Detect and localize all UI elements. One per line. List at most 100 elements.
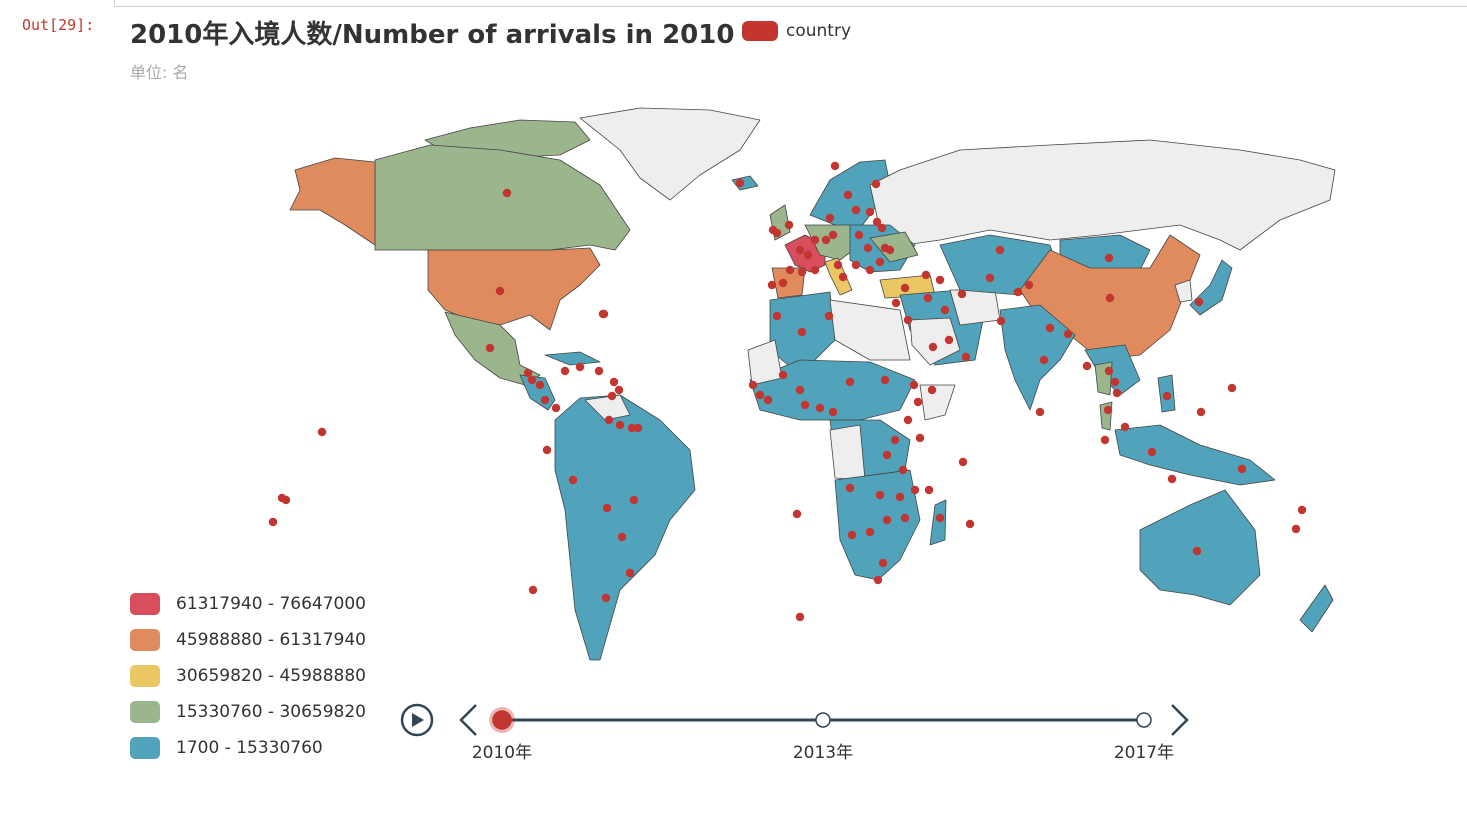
map-point[interactable]: [921, 270, 931, 280]
region-central-africa-none[interactable]: [829, 424, 866, 481]
map-point[interactable]: [1045, 323, 1055, 333]
timeline-label[interactable]: 2013年: [793, 743, 853, 763]
region-italy[interactable]: [824, 257, 853, 296]
map-point[interactable]: [625, 568, 635, 578]
map-point[interactable]: [900, 283, 910, 293]
timeline-tick[interactable]: [492, 710, 512, 730]
map-point[interactable]: [1237, 464, 1247, 474]
map-point[interactable]: [523, 368, 533, 378]
map-point[interactable]: [838, 272, 848, 282]
map-point[interactable]: [615, 420, 625, 430]
map-point[interactable]: [1297, 505, 1307, 515]
map-point[interactable]: [824, 311, 834, 321]
map-point[interactable]: [1063, 329, 1073, 339]
map-point[interactable]: [875, 257, 885, 267]
region-central-america[interactable]: [519, 374, 556, 411]
region-caribbean-cuba[interactable]: [544, 351, 601, 366]
map-point[interactable]: [845, 377, 855, 387]
map-point[interactable]: [797, 327, 807, 337]
map-point[interactable]: [281, 495, 291, 505]
region-greenland[interactable]: [579, 107, 761, 201]
map-point[interactable]: [810, 235, 820, 245]
map-point[interactable]: [797, 267, 807, 277]
map-point[interactable]: [1194, 297, 1204, 307]
map-point[interactable]: [878, 558, 888, 568]
map-point[interactable]: [821, 235, 831, 245]
map-point[interactable]: [495, 286, 505, 296]
map-point[interactable]: [944, 335, 954, 345]
map-point[interactable]: [627, 423, 637, 433]
map-point[interactable]: [795, 612, 805, 622]
map-point[interactable]: [935, 513, 945, 523]
map-point[interactable]: [843, 190, 853, 200]
region-usa[interactable]: [427, 247, 601, 331]
map-point[interactable]: [957, 289, 967, 299]
region-alaska[interactable]: [289, 157, 376, 246]
map-point[interactable]: [540, 395, 550, 405]
region-horn-none[interactable]: [919, 384, 956, 421]
map-point[interactable]: [985, 273, 995, 283]
map-point[interactable]: [502, 188, 512, 198]
map-point[interactable]: [958, 457, 968, 467]
map-point[interactable]: [1024, 280, 1034, 290]
map-point[interactable]: [895, 492, 905, 502]
map-point[interactable]: [629, 495, 639, 505]
region-madagascar[interactable]: [929, 499, 947, 546]
play-button[interactable]: [400, 703, 434, 737]
visual-map-item[interactable]: 45988880 - 61317940: [130, 622, 366, 658]
map-point[interactable]: [535, 380, 545, 390]
map-point[interactable]: [910, 485, 920, 495]
map-point[interactable]: [903, 415, 913, 425]
world-map[interactable]: [250, 100, 1350, 670]
map-point[interactable]: [604, 415, 614, 425]
region-australia[interactable]: [1139, 489, 1261, 606]
map-point[interactable]: [560, 366, 570, 376]
map-point[interactable]: [1013, 287, 1023, 297]
map-point[interactable]: [1120, 422, 1130, 432]
map-point[interactable]: [965, 519, 975, 529]
map-point[interactable]: [1196, 407, 1206, 417]
visual-map[interactable]: 61317940 - 76647000 45988880 - 61317940 30…: [130, 586, 366, 766]
map-point[interactable]: [1147, 447, 1157, 457]
map-point[interactable]: [882, 450, 892, 460]
region-korea[interactable]: [1174, 279, 1193, 303]
map-point[interactable]: [924, 485, 934, 495]
map-point[interactable]: [845, 483, 855, 493]
map-point[interactable]: [877, 223, 887, 233]
visual-map-item[interactable]: 15330760 - 30659820: [130, 694, 366, 730]
map-point[interactable]: [485, 343, 495, 353]
map-point[interactable]: [1035, 407, 1045, 417]
map-point[interactable]: [551, 403, 561, 413]
region-iberia[interactable]: [771, 267, 806, 299]
visual-map-swatch[interactable]: [130, 665, 160, 687]
map-point[interactable]: [1291, 524, 1301, 534]
map-point[interactable]: [735, 178, 745, 188]
region-saudi-none[interactable]: [909, 317, 961, 366]
timeline[interactable]: 2010年 2013年 2017年: [395, 696, 1195, 776]
map-point[interactable]: [795, 245, 805, 255]
visual-map-swatch[interactable]: [130, 737, 160, 759]
map-point[interactable]: [614, 385, 624, 395]
map-point[interactable]: [542, 445, 552, 455]
legend[interactable]: country: [742, 19, 851, 43]
visual-map-item[interactable]: 61317940 - 76647000: [130, 586, 366, 622]
map-point[interactable]: [1039, 355, 1049, 365]
map-point[interactable]: [891, 298, 901, 308]
map-point[interactable]: [617, 532, 627, 542]
map-point[interactable]: [863, 243, 873, 253]
map-point[interactable]: [1103, 405, 1113, 415]
map-point[interactable]: [268, 517, 278, 527]
map-point[interactable]: [825, 213, 835, 223]
visual-map-item[interactable]: 1700 - 15330760: [130, 730, 366, 766]
map-point[interactable]: [778, 370, 788, 380]
map-point[interactable]: [915, 433, 925, 443]
timeline-label[interactable]: 2017年: [1114, 743, 1174, 763]
map-point[interactable]: [784, 220, 794, 230]
map-point[interactable]: [1110, 377, 1120, 387]
map-point[interactable]: [792, 509, 802, 519]
map-point[interactable]: [828, 230, 838, 240]
map-point[interactable]: [880, 375, 890, 385]
map-point[interactable]: [935, 275, 945, 285]
map-point[interactable]: [778, 278, 788, 288]
timeline-tick[interactable]: [1136, 712, 1152, 728]
